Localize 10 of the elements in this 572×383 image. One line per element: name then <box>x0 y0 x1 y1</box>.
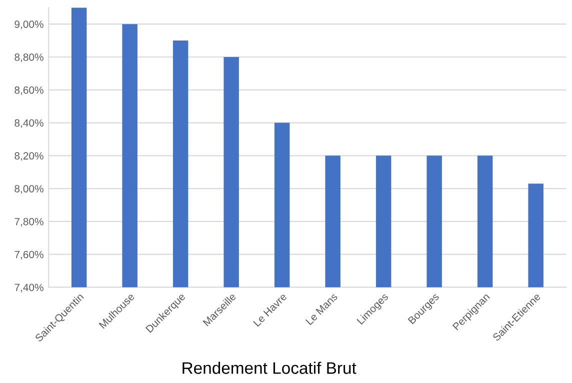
y-tick-label: 8,60% <box>14 86 44 95</box>
y-tick-label: 7,60% <box>14 250 44 260</box>
y-tick-label: 8,40% <box>14 119 44 128</box>
y-tick-label: 7,80% <box>14 218 44 227</box>
y-tick-label: 9,00% <box>14 20 44 30</box>
text: Rendement Locatif Brut <box>182 362 356 374</box>
y-tick-label: 8,80% <box>14 54 44 62</box>
y-tick-label: 8,20% <box>14 152 44 161</box>
y-tick-label: 8,00% <box>14 185 44 194</box>
y-tick-label: 7,40% <box>14 284 44 292</box>
